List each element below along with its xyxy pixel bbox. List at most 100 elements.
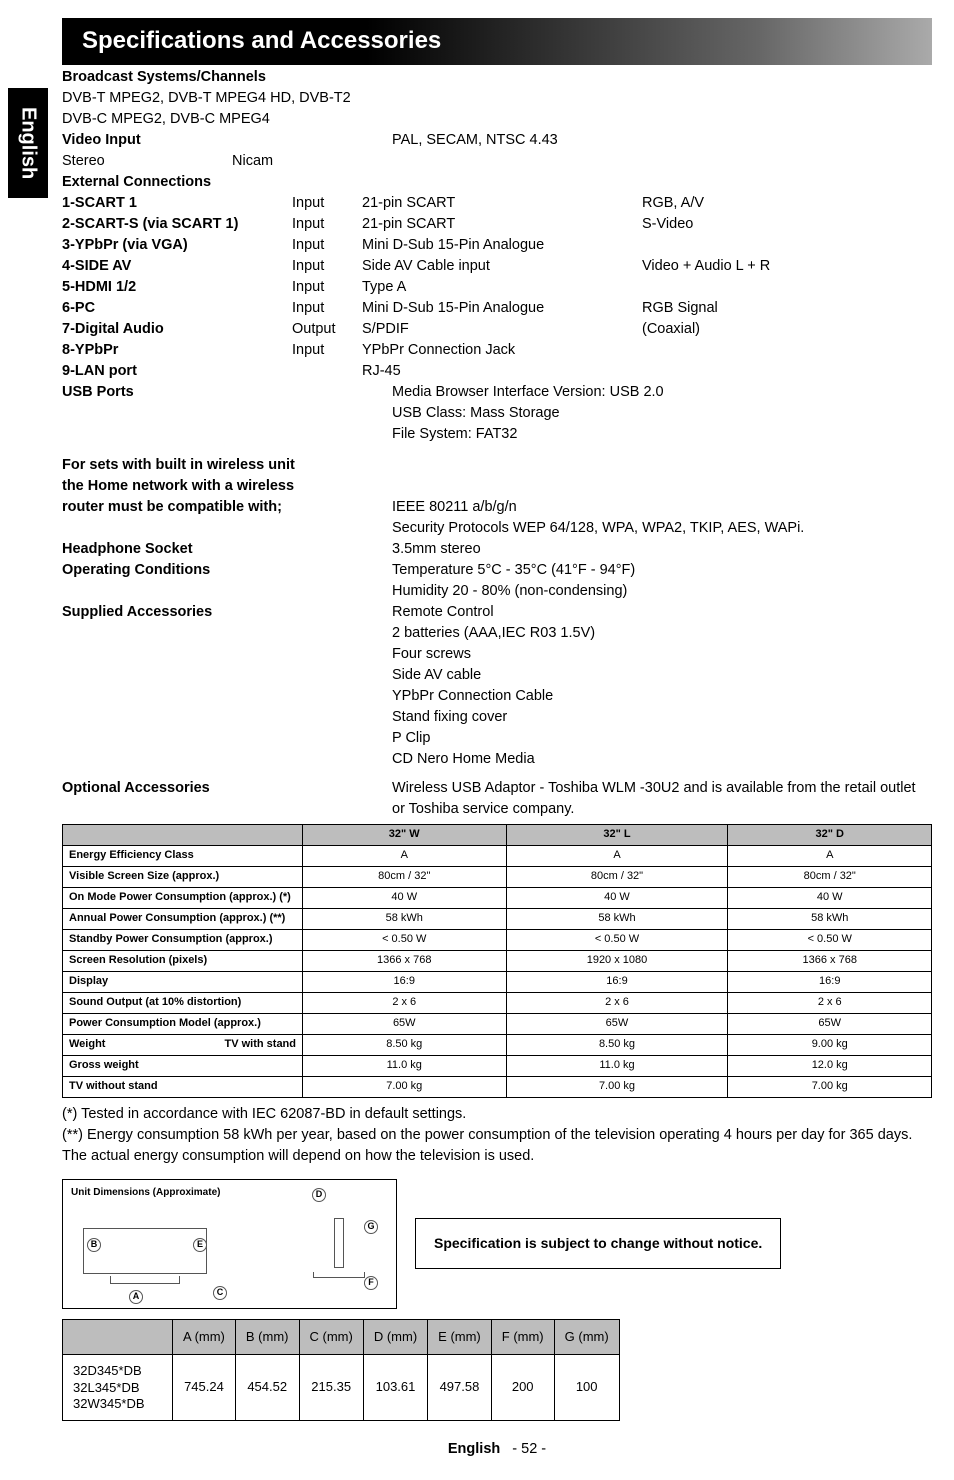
supplied-item: Side AV cable (392, 665, 932, 686)
spec-weight-label: Gross weight (63, 1055, 303, 1076)
dim-header: E (mm) (428, 1319, 492, 1355)
spec-cell: 40 W (303, 888, 507, 909)
conn-desc: 21-pin SCART (362, 214, 642, 235)
spec-row-label: Display (63, 971, 303, 992)
dimensions-table: A (mm)B (mm)C (mm)D (mm)E (mm)F (mm)G (m… (62, 1319, 620, 1422)
spec-row-label: On Mode Power Consumption (approx.) (*) (63, 888, 303, 909)
conn-extra: RGB, A/V (642, 193, 862, 214)
spec-cell: A (506, 846, 728, 867)
conn-extra: (Coaxial) (642, 319, 862, 340)
conn-extra: RGB Signal (642, 298, 862, 319)
dim-value: 200 (491, 1355, 554, 1421)
conn-dir: Input (292, 298, 362, 319)
conn-extra (642, 277, 862, 298)
spec-header: 32" D (728, 825, 932, 846)
spec-cell: A (728, 846, 932, 867)
conn-desc: YPbPr Connection Jack (362, 340, 642, 361)
footer-lang: English (448, 1441, 500, 1457)
footnote-1: (*) Tested in accordance with IEC 62087-… (62, 1104, 932, 1125)
spec-cell: 80cm / 32" (303, 867, 507, 888)
broadcast-line1: DVB-T MPEG2, DVB-T MPEG4 HD, DVB-T2 (62, 88, 351, 109)
dim-g-icon: G (364, 1220, 378, 1234)
spec-row-label: Screen Resolution (pixels) (63, 950, 303, 971)
conn-extra (642, 361, 862, 382)
headphone-value: 3.5mm stereo (392, 539, 932, 560)
dims-diagram-title: Unit Dimensions (Approximate) (71, 1187, 220, 1198)
spec-row-label: Power Consumption Model (approx.) (63, 1013, 303, 1034)
spec-cell: 7.00 kg (506, 1076, 728, 1097)
supplied-item: Remote Control (392, 602, 932, 623)
specifications-body: Broadcast Systems/Channels DVB-T MPEG2, … (62, 67, 932, 821)
stereo-label: Stereo (62, 151, 232, 172)
spec-cell: 2 x 6 (506, 992, 728, 1013)
dim-c-icon: C (213, 1286, 227, 1300)
operating-label: Operating Conditions (62, 560, 392, 602)
dim-header: G (mm) (554, 1319, 619, 1355)
conn-dir: Input (292, 214, 362, 235)
conn-dir (292, 361, 362, 382)
spec-cell: 8.50 kg (506, 1034, 728, 1055)
conn-extra: Video + Audio L + R (642, 256, 862, 277)
conn-desc: Side AV Cable input (362, 256, 642, 277)
wireless-h1: For sets with built in wireless unit (62, 455, 392, 476)
spec-row-label: Standby Power Consumption (approx.) (63, 930, 303, 951)
spec-cell: 58 kWh (506, 909, 728, 930)
usb-line2: USB Class: Mass Storage (392, 403, 932, 424)
conn-extra (642, 340, 862, 361)
spec-row-label: Visible Screen Size (approx.) (63, 867, 303, 888)
page-footer: English - 52 - (62, 1439, 932, 1460)
spec-cell: 58 kWh (303, 909, 507, 930)
video-input-value: PAL, SECAM, NTSC 4.43 (392, 130, 932, 151)
conn-name: 7-Digital Audio (62, 319, 292, 340)
conn-dir: Input (292, 256, 362, 277)
optional-value: Wireless USB Adaptor - Toshiba WLM -30U2… (392, 778, 932, 820)
dim-b-icon: B (87, 1238, 101, 1252)
conn-name: 6-PC (62, 298, 292, 319)
conn-desc: RJ-45 (362, 361, 642, 382)
conn-name: 2-SCART-S (via SCART 1) (62, 214, 292, 235)
dim-value: 745.24 (173, 1355, 236, 1421)
stereo-value: Nicam (232, 151, 273, 172)
supplied-item: 2 batteries (AAA,IEC R03 1.5V) (392, 623, 932, 644)
spec-comparison-table: 32" W32" L32" D Energy Efficiency ClassA… (62, 824, 932, 1097)
usb-line3: File System: FAT32 (392, 424, 932, 445)
spec-cell: 16:9 (728, 971, 932, 992)
conn-name: 9-LAN port (62, 361, 292, 382)
conn-desc: Type A (362, 277, 642, 298)
spec-row-label: Annual Power Consumption (approx.) (**) (63, 909, 303, 930)
dim-d-icon: D (312, 1188, 326, 1202)
conn-dir: Input (292, 340, 362, 361)
dim-models: 32D345*DB32L345*DB32W345*DB (63, 1355, 173, 1421)
spec-cell: 2 x 6 (303, 992, 507, 1013)
spec-cell: < 0.50 W (728, 930, 932, 951)
dim-a-icon: A (129, 1290, 143, 1304)
conn-name: 8-YPbPr (62, 340, 292, 361)
spec-cell: 80cm / 32" (506, 867, 728, 888)
spec-cell: 80cm / 32" (728, 867, 932, 888)
conn-desc: Mini D-Sub 15-Pin Analogue (362, 298, 642, 319)
wireless-v2: Security Protocols WEP 64/128, WPA, WPA2… (392, 518, 932, 539)
spec-cell: 11.0 kg (303, 1055, 507, 1076)
dim-header: C (mm) (299, 1319, 363, 1355)
spec-cell: 16:9 (303, 971, 507, 992)
spec-row-label: Energy Efficiency Class (63, 846, 303, 867)
conn-name: 5-HDMI 1/2 (62, 277, 292, 298)
supplied-item: CD Nero Home Media (392, 749, 932, 770)
spec-weight-label: WeightTV with stand (63, 1034, 303, 1055)
conn-desc: 21-pin SCART (362, 193, 642, 214)
conn-dir: Input (292, 277, 362, 298)
conn-dir: Input (292, 235, 362, 256)
operating-v1: Temperature 5°C - 35°C (41°F - 94°F) (392, 560, 932, 581)
footnote-2: (**) Energy consumption 58 kWh per year,… (62, 1125, 932, 1167)
spec-cell: 7.00 kg (728, 1076, 932, 1097)
conn-name: 1-SCART 1 (62, 193, 292, 214)
spec-cell: 2 x 6 (728, 992, 932, 1013)
page-title-banner: Specifications and Accessories (62, 18, 932, 65)
conn-desc: S/PDIF (362, 319, 642, 340)
dim-value: 215.35 (299, 1355, 363, 1421)
spec-cell: 7.00 kg (303, 1076, 507, 1097)
usb-line1: Media Browser Interface Version: USB 2.0 (392, 382, 932, 403)
unit-dimensions-diagram: Unit Dimensions (Approximate) A B C D E … (62, 1179, 397, 1309)
spec-cell: 1366 x 768 (728, 950, 932, 971)
supplied-item: YPbPr Connection Cable (392, 686, 932, 707)
